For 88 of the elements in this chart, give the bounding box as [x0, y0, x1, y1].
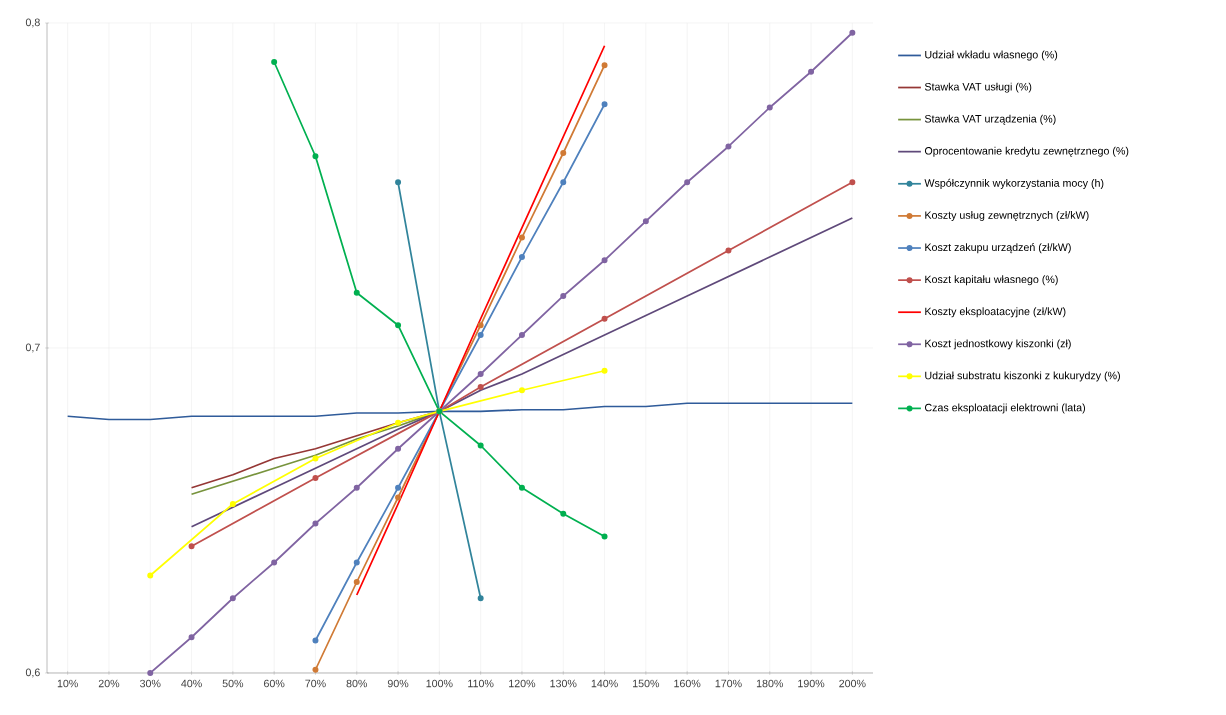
point	[766, 104, 773, 111]
point	[601, 257, 608, 264]
point	[477, 371, 484, 377]
legend-label: Koszt zakupu urządzeń (zł/kW)	[925, 243, 1071, 254]
point	[312, 520, 319, 527]
point	[353, 484, 360, 491]
point	[518, 484, 525, 491]
point	[601, 101, 608, 108]
point	[601, 367, 608, 374]
legend-label: Koszt jednostkowy kiszonki (zł)	[925, 339, 1071, 350]
x-tick-label: 10%	[57, 679, 78, 688]
x-tick-label: 120%	[509, 679, 536, 688]
y-tick-label: 0,8	[25, 18, 40, 28]
point	[808, 68, 815, 75]
legend-label: Stawka VAT urządzenia (%)	[924, 114, 1056, 125]
point	[601, 315, 608, 322]
legend-label: Czas eksploatacji elektrowni (lata)	[924, 403, 1085, 414]
legend-label: Stawka VAT usługi (%)	[924, 82, 1032, 93]
point	[312, 666, 319, 673]
point	[477, 442, 484, 449]
point	[147, 670, 154, 676]
x-tick-label: 40%	[181, 679, 202, 688]
point	[477, 322, 484, 329]
point	[477, 331, 484, 338]
point	[849, 179, 856, 186]
point	[395, 322, 402, 329]
point	[642, 218, 649, 225]
point	[353, 559, 360, 566]
point	[560, 149, 567, 156]
x-tick-label: 80%	[346, 679, 368, 688]
legend-label: Udział wkładu własnego (%)	[925, 50, 1058, 61]
x-tick-label: 130%	[550, 679, 577, 688]
point	[229, 595, 236, 602]
point	[312, 153, 319, 160]
x-tick-label: 190%	[798, 679, 825, 688]
legend-label: Udział substratu kiszonki z kukurydzy (%)	[925, 371, 1120, 382]
x-tick-label: 100%	[426, 679, 453, 688]
point	[271, 58, 278, 65]
point	[395, 445, 402, 452]
legend-label: Oprocentowanie kredytu zewnętrznego (%)	[924, 146, 1129, 157]
point	[395, 419, 402, 426]
point	[684, 179, 691, 186]
x-tick-label: 50%	[222, 679, 244, 688]
point	[725, 247, 732, 254]
point	[312, 637, 319, 644]
x-tick-label: 180%	[756, 679, 784, 688]
point	[601, 533, 608, 540]
x-tick-label: 160%	[674, 679, 701, 688]
x-tick-label: 200%	[839, 679, 866, 688]
point	[188, 634, 195, 641]
point	[188, 543, 195, 550]
point	[353, 289, 360, 296]
point	[849, 29, 856, 36]
x-tick-label: 20%	[98, 679, 120, 688]
point	[518, 234, 525, 241]
legend-label: Koszty eksploatacyjne (zł/kW)	[925, 307, 1066, 318]
legend-label: Współczynnik wykorzystania mocy (h)	[924, 178, 1104, 189]
x-tick-label: 110%	[468, 679, 494, 688]
x-tick-label: 170%	[715, 679, 742, 688]
point	[395, 494, 402, 501]
legend-label: Koszty usług zewnętrznych (zł/kW)	[925, 211, 1089, 221]
point	[353, 579, 360, 585]
legend-label: Koszt kapitału własnego (%)	[925, 275, 1058, 286]
y-tick-label: 0,7	[25, 343, 40, 353]
point	[725, 143, 732, 150]
point	[395, 179, 402, 186]
point	[518, 331, 525, 338]
point	[229, 501, 236, 507]
x-tick-label: 70%	[305, 679, 326, 688]
point	[312, 455, 319, 462]
point	[477, 595, 484, 602]
point	[147, 572, 154, 579]
x-tick-label: 60%	[264, 679, 285, 688]
point	[518, 253, 525, 260]
point	[560, 292, 567, 299]
point	[477, 383, 484, 390]
point	[518, 387, 525, 394]
y-tick-label: 0,6	[25, 668, 40, 678]
point	[271, 559, 278, 566]
x-tick-label: 150%	[633, 679, 660, 688]
x-tick-label: 90%	[387, 679, 409, 688]
point	[312, 474, 319, 481]
point	[560, 510, 567, 517]
point	[560, 179, 567, 186]
point	[601, 62, 608, 69]
x-tick-label: 30%	[139, 679, 161, 688]
point	[395, 484, 402, 491]
x-tick-label: 140%	[591, 679, 618, 688]
